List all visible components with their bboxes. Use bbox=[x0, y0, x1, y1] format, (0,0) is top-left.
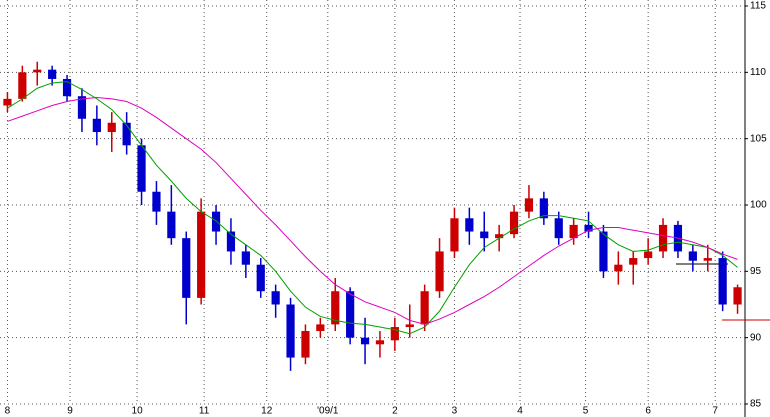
candle-body bbox=[450, 218, 459, 252]
x-tick-label: 7 bbox=[712, 406, 718, 417]
candle-body bbox=[107, 122, 116, 133]
candle-body bbox=[360, 337, 370, 345]
candle-body bbox=[629, 258, 638, 265]
x-tick-label: 2 bbox=[392, 406, 398, 417]
x-tick-label: 6 bbox=[645, 406, 651, 417]
candle-body bbox=[688, 251, 697, 261]
candle-body bbox=[495, 234, 504, 239]
moving-average bbox=[7, 81, 738, 335]
candle-body bbox=[226, 231, 236, 252]
x-tick-label: '09/1 bbox=[317, 406, 339, 417]
candle-body bbox=[316, 324, 325, 332]
candle-body bbox=[301, 331, 310, 358]
candle-body bbox=[539, 198, 548, 219]
candle-body bbox=[3, 98, 12, 106]
candle-body bbox=[390, 327, 399, 341]
candle-body bbox=[92, 118, 101, 133]
candle-body bbox=[286, 304, 295, 358]
candle-body bbox=[77, 96, 87, 119]
candle-body bbox=[48, 69, 57, 79]
candle-body bbox=[644, 251, 653, 259]
x-tick-label: 10 bbox=[132, 406, 144, 417]
candle-body bbox=[614, 264, 623, 272]
moving-average bbox=[7, 97, 738, 325]
candle-body bbox=[554, 218, 563, 239]
candle-body bbox=[375, 340, 385, 345]
candle-body bbox=[346, 291, 355, 338]
candle-body bbox=[197, 211, 206, 298]
candle-body bbox=[331, 291, 340, 325]
x-tick-label: 5 bbox=[583, 406, 589, 417]
candle-body bbox=[33, 69, 42, 73]
candle-body bbox=[18, 72, 27, 99]
y-tick-label: 115 bbox=[750, 1, 766, 12]
x-tick-label: 12 bbox=[261, 406, 273, 417]
candle-body bbox=[420, 291, 429, 325]
x-tick-label: 4 bbox=[517, 406, 523, 417]
candle-body bbox=[480, 231, 489, 239]
candle-body bbox=[524, 198, 534, 212]
candle-body bbox=[733, 287, 742, 305]
x-tick-label: 11 bbox=[199, 406, 210, 417]
x-tick-label: 3 bbox=[452, 406, 458, 417]
candle-body bbox=[703, 258, 712, 261]
candle-body bbox=[569, 224, 578, 239]
candle-body bbox=[182, 238, 191, 298]
y-tick-label: 105 bbox=[750, 133, 767, 144]
y-tick-label: 110 bbox=[750, 67, 766, 78]
candle-body bbox=[584, 224, 593, 232]
y-tick-label: 90 bbox=[750, 332, 762, 343]
candle-body bbox=[465, 218, 474, 232]
y-tick-label: 85 bbox=[750, 399, 762, 410]
candle-body bbox=[137, 145, 146, 192]
y-tick-label: 100 bbox=[750, 200, 767, 211]
candle-body bbox=[435, 251, 444, 292]
candle-body bbox=[271, 291, 280, 305]
candle-body bbox=[658, 224, 668, 252]
candle-body bbox=[167, 211, 176, 239]
candle-body bbox=[62, 78, 72, 97]
y-tick-label: 95 bbox=[750, 266, 762, 277]
candle-body bbox=[152, 191, 161, 212]
candle-body bbox=[718, 258, 727, 305]
candle-body bbox=[256, 264, 265, 292]
x-tick-label: 9 bbox=[67, 406, 73, 417]
candle-body bbox=[405, 324, 414, 328]
candle-body bbox=[599, 231, 608, 272]
x-tick-label: 8 bbox=[5, 406, 11, 417]
candle-body bbox=[509, 211, 519, 235]
candle-body bbox=[122, 122, 131, 146]
candle-body bbox=[241, 251, 250, 265]
